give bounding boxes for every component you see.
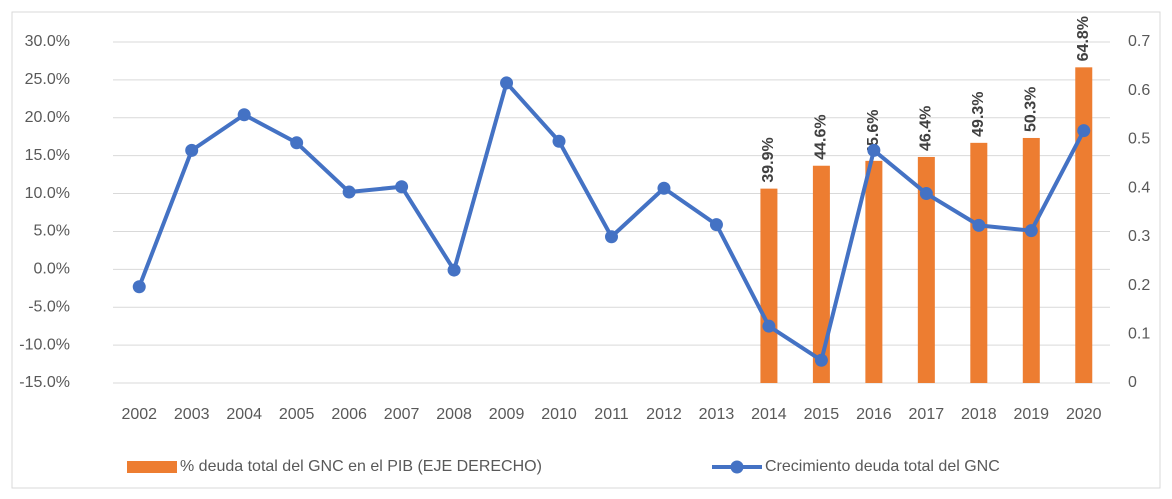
y2-tick-label: 0.2 bbox=[1128, 277, 1150, 294]
x-tick-label: 2013 bbox=[699, 406, 735, 423]
bar bbox=[812, 165, 830, 383]
legend-swatch bbox=[127, 461, 177, 473]
legend-marker bbox=[730, 460, 744, 474]
y-tick-label: 0.0% bbox=[34, 261, 70, 278]
line-marker bbox=[552, 134, 566, 148]
x-tick-label: 2010 bbox=[541, 406, 577, 423]
line-marker bbox=[290, 136, 304, 150]
line-marker bbox=[605, 230, 618, 244]
x-tick-label: 2015 bbox=[804, 406, 840, 423]
bar bbox=[760, 188, 778, 383]
y-tick-label: -15.0% bbox=[19, 374, 70, 391]
x-tick-label: 2007 bbox=[384, 406, 420, 423]
y2-tick-label: 0.6 bbox=[1128, 82, 1150, 99]
y-tick-label: -5.0% bbox=[28, 298, 70, 315]
line-marker bbox=[1077, 124, 1091, 138]
line-marker bbox=[709, 218, 723, 232]
y2-tick-label: 0 bbox=[1128, 374, 1137, 391]
x-tick-label: 2006 bbox=[331, 406, 367, 423]
y2-tick-label: 0.5 bbox=[1128, 131, 1150, 148]
y-tick-label: 5.0% bbox=[34, 223, 70, 240]
line-marker bbox=[972, 218, 986, 232]
bar bbox=[1022, 137, 1040, 383]
data-label: 39.9% bbox=[760, 137, 777, 182]
y2-tick-label: 0.1 bbox=[1128, 326, 1150, 343]
legend-label: % deuda total del GNC en el PIB (EJE DER… bbox=[180, 458, 542, 475]
line-marker bbox=[447, 263, 461, 277]
line-marker bbox=[919, 187, 933, 201]
x-tick-label: 2016 bbox=[856, 406, 892, 423]
chart-frame bbox=[11, 11, 1161, 489]
y2-tick-label: 0.7 bbox=[1128, 33, 1150, 50]
data-label: 50.3% bbox=[1023, 87, 1040, 132]
line-marker bbox=[867, 143, 881, 157]
x-tick-label: 2008 bbox=[436, 406, 472, 423]
y2-tick-label: 0.4 bbox=[1128, 179, 1150, 196]
data-label: 44.6% bbox=[813, 114, 830, 159]
line-marker bbox=[814, 353, 828, 367]
y-tick-label: 30.0% bbox=[25, 33, 70, 50]
line-marker bbox=[762, 319, 776, 333]
bar bbox=[865, 160, 883, 383]
line-marker bbox=[395, 180, 409, 194]
bar bbox=[917, 156, 935, 383]
legend-label: Crecimiento deuda total del GNC bbox=[765, 458, 1000, 475]
line-marker bbox=[237, 108, 251, 122]
data-label: 45.6% bbox=[865, 109, 882, 154]
data-label: 46.4% bbox=[918, 106, 935, 151]
x-tick-label: 2019 bbox=[1013, 406, 1049, 423]
x-tick-label: 2004 bbox=[226, 406, 262, 423]
x-tick-label: 2003 bbox=[174, 406, 210, 423]
line-marker bbox=[1024, 224, 1038, 238]
y-tick-label: -10.0% bbox=[19, 336, 70, 353]
x-tick-label: 2018 bbox=[961, 406, 997, 423]
x-tick-label: 2020 bbox=[1066, 406, 1102, 423]
x-tick-label: 2012 bbox=[646, 406, 682, 423]
line-marker bbox=[342, 185, 356, 199]
bar bbox=[1075, 67, 1093, 384]
y-tick-label: 10.0% bbox=[25, 185, 70, 202]
data-label: 64.8% bbox=[1075, 16, 1092, 61]
x-tick-label: 2014 bbox=[751, 406, 787, 423]
x-tick-label: 2017 bbox=[909, 406, 945, 423]
line-marker bbox=[132, 280, 146, 294]
line-marker bbox=[500, 76, 514, 90]
bar bbox=[970, 142, 988, 383]
y2-tick-label: 0.3 bbox=[1128, 228, 1150, 245]
x-tick-label: 2011 bbox=[594, 406, 629, 423]
line-marker bbox=[185, 143, 199, 157]
line-marker bbox=[657, 181, 671, 195]
x-tick-label: 2002 bbox=[121, 406, 157, 423]
y-tick-label: 25.0% bbox=[25, 71, 70, 88]
y-tick-label: 15.0% bbox=[25, 147, 70, 164]
data-label: 49.3% bbox=[970, 91, 987, 136]
x-tick-label: 2005 bbox=[279, 406, 315, 423]
x-tick-label: 2009 bbox=[489, 406, 525, 423]
y-tick-label: 20.0% bbox=[25, 109, 70, 126]
